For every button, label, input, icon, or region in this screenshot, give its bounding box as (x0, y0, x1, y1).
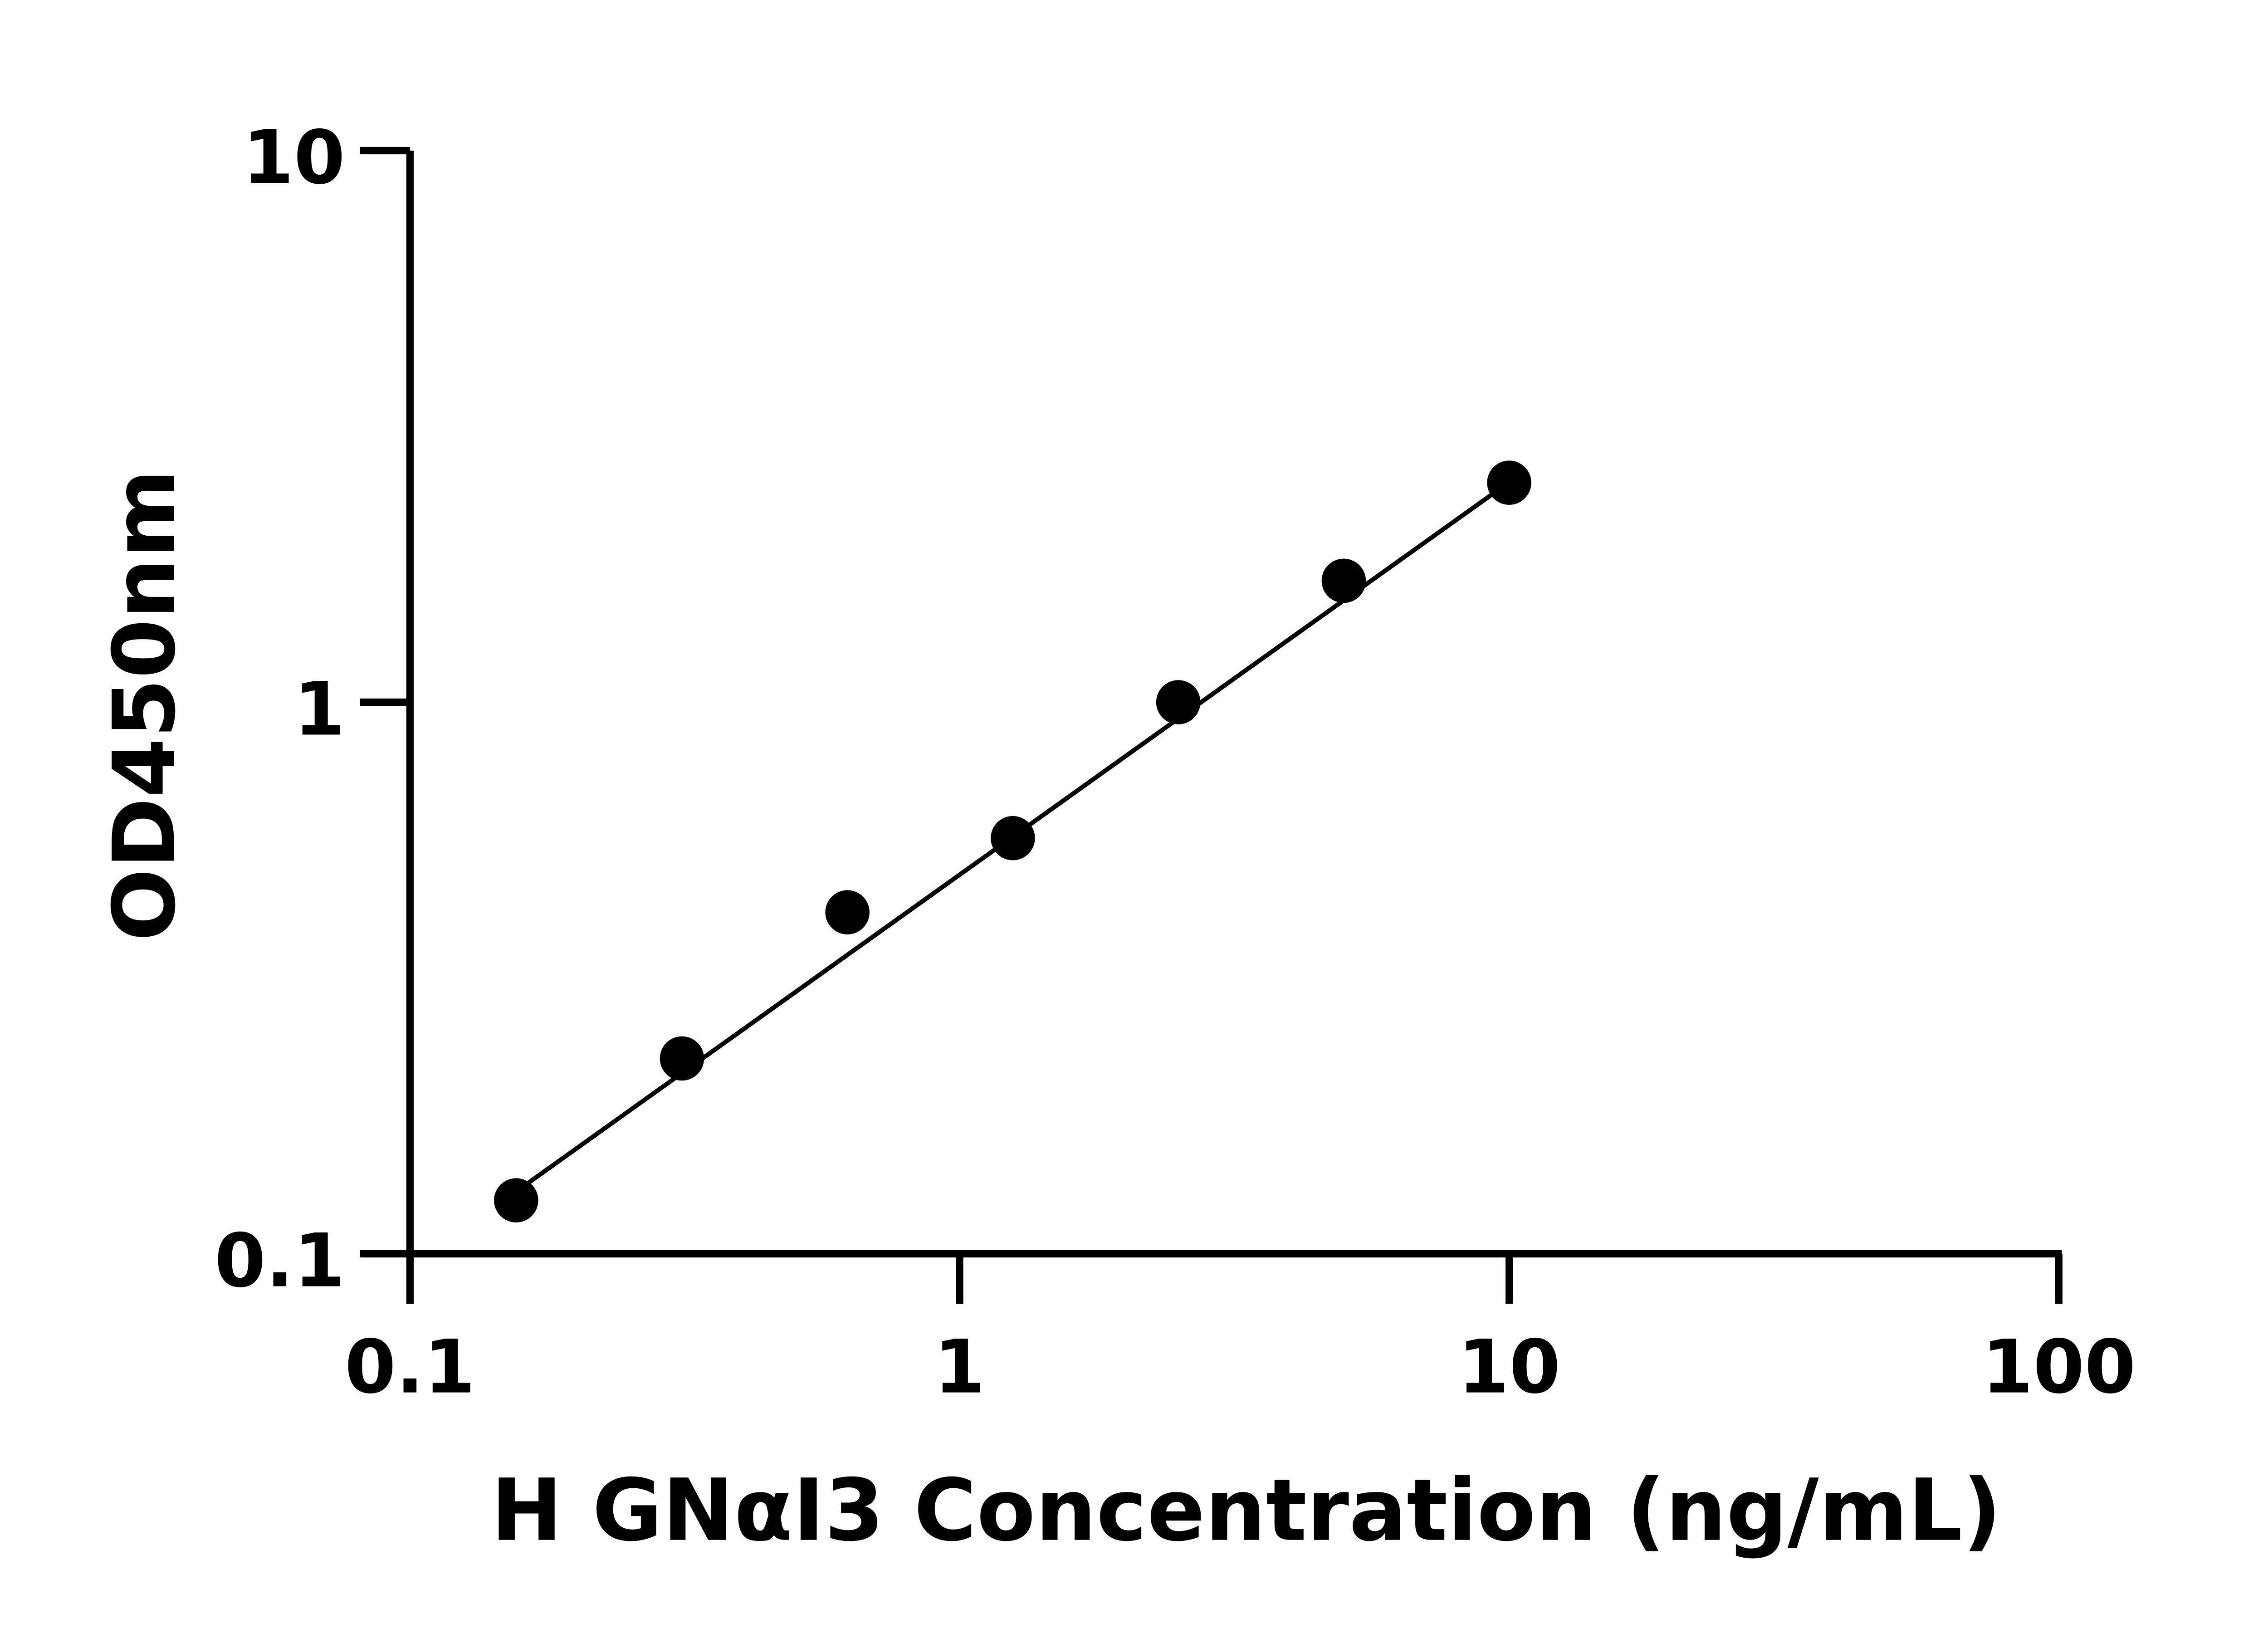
x-tick-label: 100 (1982, 1325, 2136, 1410)
x-axis-label: H GNαI3 Concentration (ng/mL) (491, 1461, 2001, 1560)
y-tick-label: 10 (243, 115, 345, 201)
data-point (1156, 680, 1201, 724)
data-point (660, 1036, 704, 1081)
x-tick-label: 0.1 (345, 1325, 475, 1410)
data-point (825, 890, 870, 934)
x-tick-label: 1 (934, 1325, 985, 1410)
data-point (1487, 460, 1531, 505)
y-tick-label: 0.1 (215, 1218, 345, 1304)
axes: 0.1 1 10 100 0.1 1 10 (215, 115, 2136, 1410)
data-point (494, 1178, 538, 1222)
data-point (1321, 558, 1366, 603)
data-points (494, 460, 1531, 1222)
x-tick-label: 10 (1458, 1325, 1560, 1410)
y-tick-label: 1 (294, 667, 345, 753)
data-point (991, 816, 1035, 861)
y-axis-label: OD450nm (95, 469, 195, 941)
